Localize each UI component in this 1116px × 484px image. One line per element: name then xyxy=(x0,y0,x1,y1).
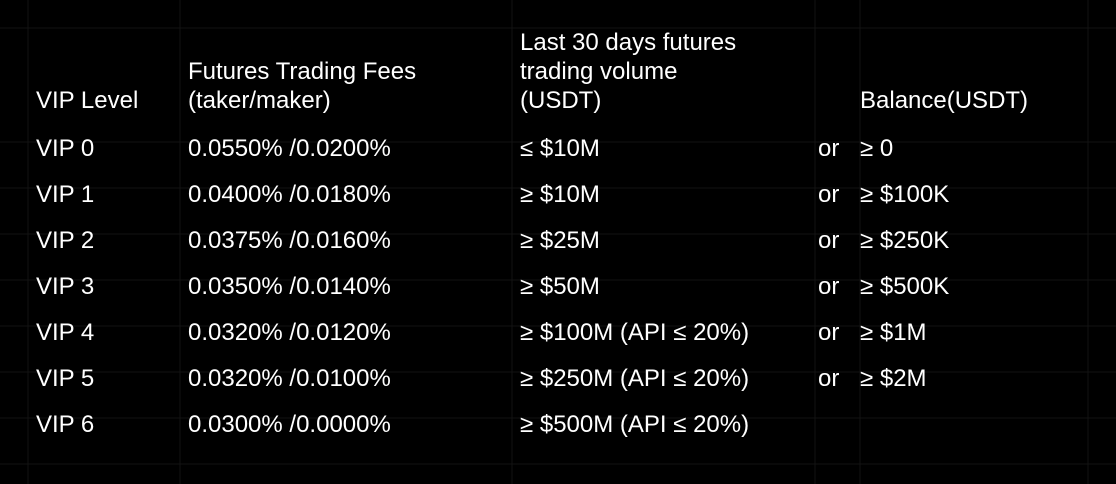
header-balance: Balance(USDT) xyxy=(860,28,1086,125)
trading-volume-cell: ≥ $500M (API ≤ 20%) xyxy=(520,410,750,438)
balance-cell: ≥ $100K xyxy=(860,180,950,208)
header-trading-volume-line3: (USDT) xyxy=(520,87,602,114)
or-cell: or xyxy=(818,180,840,208)
balance-cell: ≥ $250K xyxy=(860,226,950,254)
or-cell: or xyxy=(818,364,840,392)
trading-volume-cell: ≥ $250M (API ≤ 20%) xyxy=(520,364,750,392)
table-row: VIP 2 0.0375% /0.0160% ≥ $25M or ≥ $250K xyxy=(28,217,1086,263)
trading-volume-cell: ≥ $50M xyxy=(520,272,600,300)
vip-level-cell: VIP 4 xyxy=(36,318,95,346)
trading-fees-cell: 0.0350% /0.0140% xyxy=(188,272,391,300)
trading-volume-cell: ≤ $10M xyxy=(520,134,600,162)
header-or xyxy=(818,28,860,125)
table-row: VIP 4 0.0320% /0.0120% ≥ $100M (API ≤ 20%)… xyxy=(28,309,1086,355)
trading-volume-cell: ≥ $10M xyxy=(520,180,600,208)
trading-volume-cell: ≥ $100M (API ≤ 20%) xyxy=(520,318,750,346)
header-vip-level: VIP Level xyxy=(28,28,188,125)
table-row: VIP 3 0.0350% /0.0140% ≥ $50M or ≥ $500K xyxy=(28,263,1086,309)
vip-level-cell: VIP 0 xyxy=(36,134,95,162)
vip-level-cell: VIP 2 xyxy=(36,226,95,254)
trading-fees-cell: 0.0300% /0.0000% xyxy=(188,410,391,438)
or-cell: or xyxy=(818,318,840,346)
header-balance-label: Balance(USDT) xyxy=(860,87,1029,114)
vip-level-cell: VIP 1 xyxy=(36,180,95,208)
header-trading-volume-line1: Last 30 days futures xyxy=(520,29,737,56)
header-trading-fees-line2: (taker/maker) xyxy=(188,87,331,114)
vip-level-cell: VIP 5 xyxy=(36,364,95,392)
table-row: VIP 5 0.0320% /0.0100% ≥ $250M (API ≤ 20%)… xyxy=(28,355,1086,401)
header-trading-fees: Futures Trading Fees (taker/maker) xyxy=(188,28,520,125)
or-cell: or xyxy=(818,134,840,162)
trading-fees-cell: 0.0320% /0.0100% xyxy=(188,364,391,392)
or-cell: or xyxy=(818,226,840,254)
or-cell: or xyxy=(818,272,840,300)
balance-cell xyxy=(860,401,1086,447)
header-trading-fees-line1: Futures Trading Fees xyxy=(188,58,417,85)
trading-fees-cell: 0.0375% /0.0160% xyxy=(188,226,391,254)
vip-fee-table: VIP Level Futures Trading Fees (taker/ma… xyxy=(28,28,1086,447)
or-cell xyxy=(818,401,860,447)
header-vip-level-label: VIP Level xyxy=(36,87,139,114)
table-row: VIP 0 0.0550% /0.0200% ≤ $10M or ≥ 0 xyxy=(28,125,1086,171)
trading-fees-cell: 0.0550% /0.0200% xyxy=(188,134,391,162)
table-row: VIP 6 0.0300% /0.0000% ≥ $500M (API ≤ 20%) xyxy=(28,401,1086,447)
balance-cell: ≥ $1M xyxy=(860,318,927,346)
table-header-row: VIP Level Futures Trading Fees (taker/ma… xyxy=(28,28,1086,125)
balance-cell: ≥ 0 xyxy=(860,134,894,162)
header-trading-volume: Last 30 days futures trading volume (USD… xyxy=(520,28,818,125)
balance-cell: ≥ $2M xyxy=(860,364,927,392)
table-body: VIP 0 0.0550% /0.0200% ≤ $10M or ≥ 0 VIP 1 0.0… xyxy=(28,125,1086,447)
table-row: VIP 1 0.0400% /0.0180% ≥ $10M or ≥ $100K xyxy=(28,171,1086,217)
header-trading-volume-line2: trading volume xyxy=(520,58,678,85)
trading-fees-cell: 0.0320% /0.0120% xyxy=(188,318,391,346)
balance-cell: ≥ $500K xyxy=(860,272,950,300)
trading-volume-cell: ≥ $25M xyxy=(520,226,600,254)
trading-fees-cell: 0.0400% /0.0180% xyxy=(188,180,391,208)
vip-level-cell: VIP 3 xyxy=(36,272,95,300)
vip-level-cell: VIP 6 xyxy=(36,410,95,438)
